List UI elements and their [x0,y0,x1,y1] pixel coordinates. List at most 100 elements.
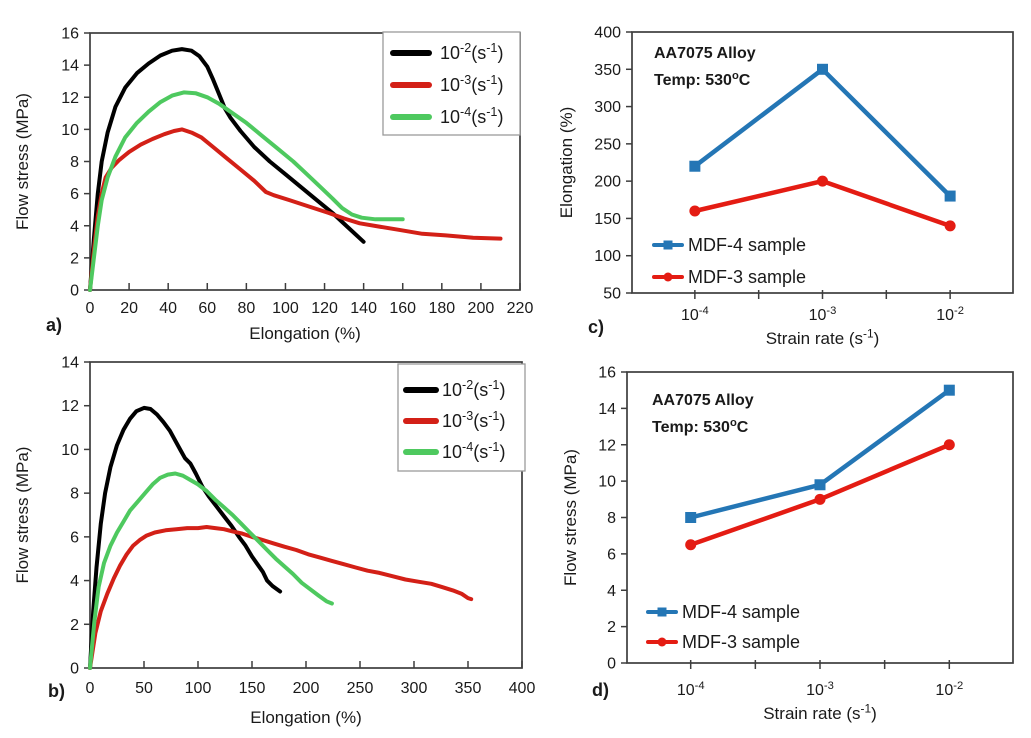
legend-label: 10-2(s-1) [442,378,505,400]
x-tick-label: 60 [198,300,216,317]
x-tick-label: 200 [468,300,495,317]
y-tick-label: 0 [70,283,79,300]
annotation-c-1: Temp: 530oC [654,70,751,89]
legend-label: 10-4(s-1) [442,440,505,462]
y-tick-label: 8 [70,486,79,503]
y-axis-title: Flow stress (MPa) [13,447,32,584]
y-tick-label: 4 [607,583,616,600]
x-tick-label: 10-2 [936,305,964,324]
square-marker [814,479,826,491]
series-mdf-4-sample [685,384,955,523]
series-10-4-s-1- [88,471,334,670]
y-tick-label: 8 [70,154,79,171]
y-tick-label: 200 [594,174,621,191]
y-tick-label: 12 [61,90,79,107]
circle-marker [814,493,826,505]
series-10-3-s-1- [88,525,474,670]
series-line [88,47,366,292]
series-line [88,127,503,292]
series-line [88,90,405,292]
y-tick-label: 16 [61,26,79,43]
y-tick-label: 50 [603,286,621,303]
y-tick-label: 2 [70,617,79,634]
y-axis-title: Flow stress (MPa) [561,449,580,586]
y-tick-label: 6 [607,546,616,563]
x-tick-label: 20 [120,300,138,317]
x-tick-label: 10-4 [681,305,709,324]
x-axis-title: Strain rate (s-1) [763,702,877,724]
legend-label: MDF-4 sample [688,235,806,255]
x-tick-label: 250 [347,680,374,697]
annotation-d-0: AA7075 Alloy [652,392,754,409]
y-tick-label: 400 [594,25,621,42]
x-tick-label: 10-2 [935,680,963,699]
legend-c: MDF-4 sample MDF-3 sample [652,235,806,287]
y-tick-label: 16 [598,365,616,382]
legend-b: 10-2(s-1) 10-3(s-1) 10-4(s-1) [397,363,526,472]
y-axis-b: 0 2 4 6 8 10 12 14 Flow stress (MPa) [13,355,90,678]
series-10-3-s-1- [88,127,503,292]
panel-c-elongation-vs-strain-rate-chart: 50 100 150 200 250 300 350 400 Elongation (%) 10-… [550,0,1031,348]
legend-label: 10-3(s-1) [440,73,503,95]
y-tick-label: 4 [70,218,79,235]
x-axis-title: Strain rate (s-1) [766,327,880,349]
x-axis-a: 0 20 40 60 80 100 120 140 160 180 200 220 Elongation… [86,283,534,343]
legend-label: MDF-3 sample [682,632,800,652]
square-marker [689,160,701,172]
y-tick-label: 12 [61,398,79,415]
x-tick-label: 200 [293,680,320,697]
annotation-c-0: AA7075 Alloy [654,45,756,62]
series-10-4-s-1- [88,90,405,292]
series-line [692,178,953,229]
y-tick-label: 10 [61,442,79,459]
y-tick-label: 2 [607,619,616,636]
chart-svg-c: 50 100 150 200 250 300 350 400 Elongation (%) 10-… [557,25,1014,348]
square-marker [943,384,955,396]
y-tick-label: 8 [607,510,616,527]
series-mdf-4-sample [689,63,956,202]
x-tick-label: 140 [350,300,377,317]
legend-a: 10-2(s-1) 10-3(s-1) 10-4(s-1) [382,31,521,136]
circle-marker [943,439,955,451]
circle-marker [689,205,701,217]
y-tick-label: 100 [594,248,621,265]
square-marker [685,512,697,523]
x-tick-label: 10-3 [809,305,837,324]
x-tick-label: 0 [86,680,95,697]
y-tick-label: 14 [598,401,616,418]
y-axis-title: Elongation (%) [557,107,576,219]
x-tick-label: 160 [389,300,416,317]
x-tick-label: 350 [455,680,482,697]
series-line [88,405,283,670]
circle-marker [817,175,828,187]
legend-circle-marker [663,272,673,282]
y-tick-label: 0 [607,656,616,673]
x-tick-label: 400 [509,680,536,697]
x-tick-label: 150 [239,680,266,697]
legend-label: 10-2(s-1) [440,41,503,63]
square-marker [944,190,956,202]
x-tick-label: 220 [507,300,534,317]
y-tick-label: 6 [70,186,79,203]
y-axis-d: 0 2 4 6 8 10 12 14 16 Flow stress (MPa) [561,365,627,673]
x-axis-c: 10-4 10-3 10-2 Strain rate (s-1) [681,290,964,348]
series-line [88,471,334,670]
legend-square-marker [663,240,673,250]
series-10-2-s-1- [88,405,283,670]
y-tick-label: 0 [70,661,79,678]
panel-a-flow-stress-vs-elongation-chart: 0 2 4 6 8 10 12 14 16 Flow stress (MPa) 0 20 40 60 80 1… [0,0,545,348]
x-tick-label: 120 [311,300,338,317]
x-tick-label: 180 [428,300,455,317]
panel-letter-a: a) [46,315,62,335]
panel-letter-b: b) [48,681,65,701]
y-axis-c: 50 100 150 200 250 300 350 400 Elongation (%) [557,25,632,303]
panel-letter-c: c) [588,317,604,337]
x-tick-label: 0 [86,300,95,317]
x-tick-label: 50 [135,680,153,697]
series-10-2-s-1- [88,47,366,292]
x-axis-d: 10-4 10-3 10-2 Strain rate (s-1) [677,660,963,723]
y-tick-label: 250 [594,136,621,153]
x-axis-b: 0 50 100 150 200 250 300 350 400 Elongation (%) [86,661,536,727]
x-axis-title: Elongation (%) [250,708,362,727]
